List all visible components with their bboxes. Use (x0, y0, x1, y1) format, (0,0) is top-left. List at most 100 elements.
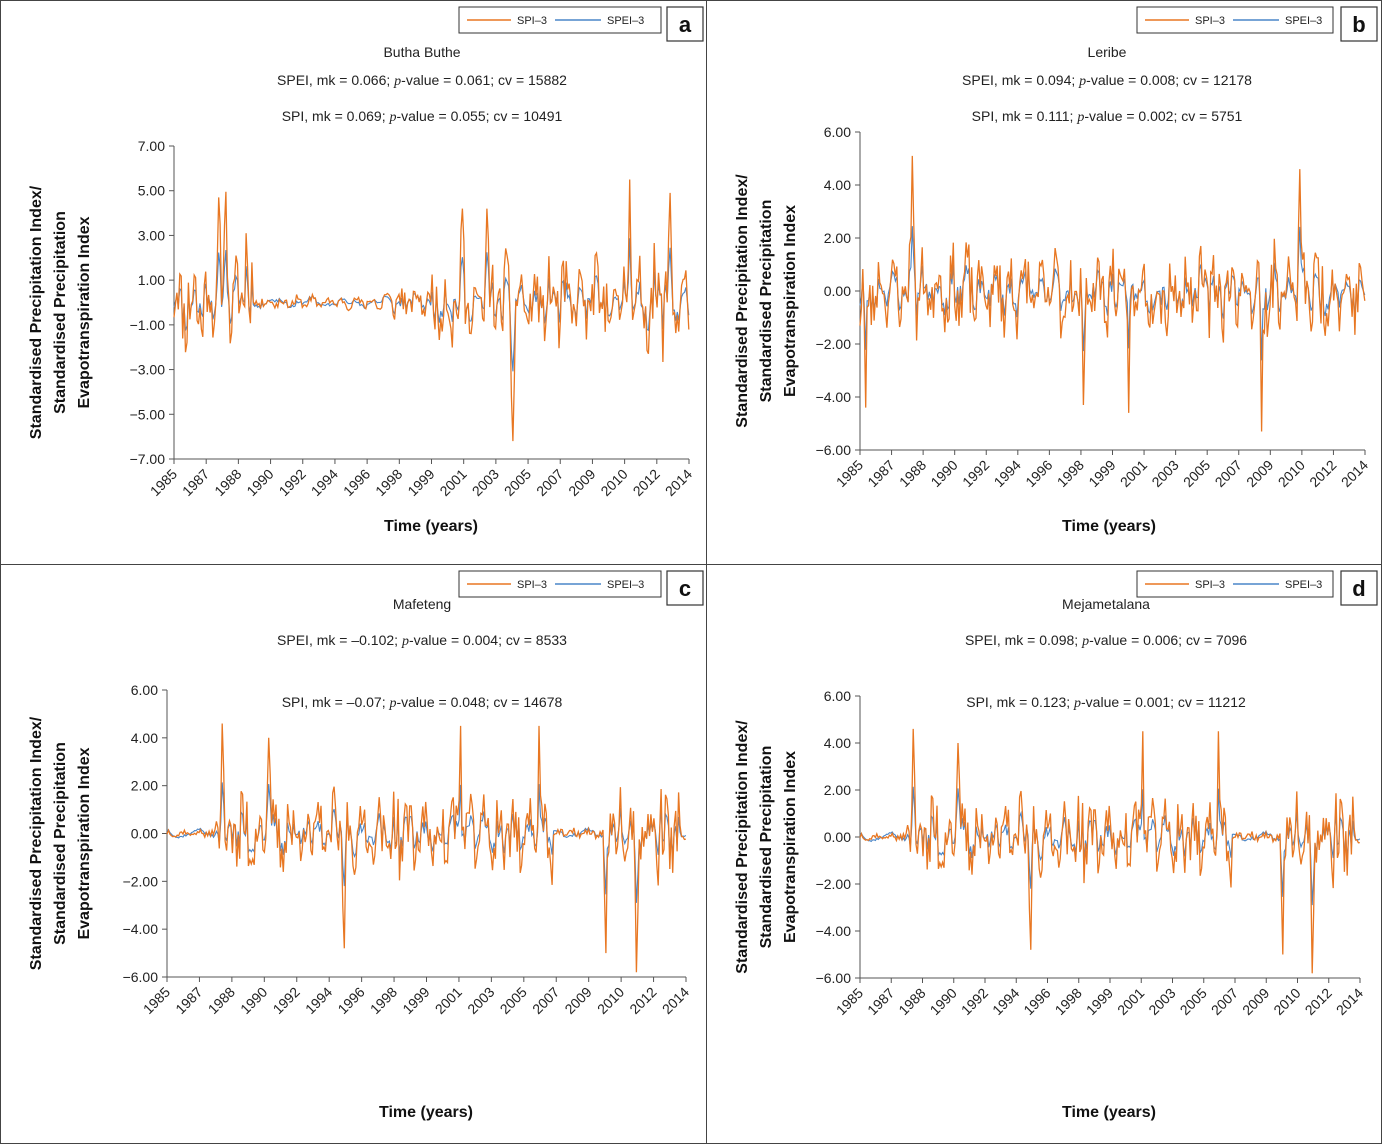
x-tick-label: 1985 (833, 985, 866, 1018)
x-tick-label: 2003 (1145, 985, 1178, 1018)
x-tick-label: 2005 (497, 984, 530, 1017)
legend-label-spi: SPI–3 (517, 15, 547, 27)
stats-line: SPEI, mk = –0.102; p-value = 0.004; cv =… (277, 632, 567, 649)
x-tick-label: 1994 (302, 984, 335, 1017)
chart-title: Butha Buthe (383, 44, 460, 60)
x-tick-label: 2012 (1302, 985, 1335, 1018)
x-tick-label: 1994 (991, 457, 1024, 490)
x-tick-label: 2005 (1180, 457, 1213, 490)
legend-label-spei: SPEI–3 (1285, 15, 1322, 27)
chart-svg: 6.004.002.000.00−2.00−4.00−6.00198519871… (734, 570, 1378, 1121)
x-tick-label: 2010 (594, 984, 627, 1017)
x-tick-label: 1996 (334, 984, 367, 1017)
x-tick-label: 2014 (1338, 457, 1371, 490)
spi-3-line (173, 179, 690, 442)
chart-title: Leribe (1088, 44, 1127, 60)
x-tick-label: 1990 (927, 985, 960, 1018)
stats-line: SPEI, mk = 0.094; p-value = 0.008; cv = … (962, 72, 1252, 89)
chart-svg: 7.00 5.00 3.00 1.00 −1.00 −3.00 −5.00 −7.001985… (28, 6, 704, 535)
panel-letter: c (679, 576, 691, 601)
legend-label-spi: SPI–3 (1195, 15, 1225, 27)
y-axis-label: Standardised Precipitation Index/ (734, 720, 751, 974)
x-tick-label: 2005 (501, 466, 534, 499)
x-tick-label: 1987 (179, 466, 212, 499)
x-tick-label: 2009 (1239, 985, 1272, 1018)
x-tick-label: 2012 (630, 466, 663, 499)
spei-3-line (859, 786, 1361, 906)
panel-letter-box (666, 6, 704, 42)
x-tick-label: 1998 (1052, 985, 1085, 1018)
x-tick-label: 1988 (211, 466, 244, 499)
spi-3-line (859, 728, 1360, 974)
x-tick-label: 1987 (864, 985, 897, 1018)
x-tick-label: 1987 (172, 984, 205, 1017)
y-tick-label: 6.00 (131, 682, 158, 698)
y-axis-label: Standardised Precipitation Index/ (28, 185, 45, 439)
y-tick-label: −1.00 (130, 317, 166, 333)
x-tick-label: 1985 (833, 457, 866, 490)
x-tick-label: 2012 (626, 984, 659, 1017)
y-axis-label: Evapotranspiration Index (76, 747, 93, 939)
y-tick-label: 0.00 (131, 826, 158, 842)
x-tick-label: 2007 (529, 984, 562, 1017)
legend-label-spei: SPEI–3 (1285, 579, 1322, 591)
x-tick-label: 1992 (958, 985, 991, 1018)
x-tick-label: 2007 (1208, 985, 1241, 1018)
x-tick-label: 2005 (1177, 985, 1210, 1018)
y-axis-label: Standardised Precipitation (52, 742, 69, 945)
y-tick-label: −2.00 (816, 876, 852, 892)
y-tick-label: −6.00 (816, 970, 852, 986)
x-tick-label: 1994 (989, 985, 1022, 1018)
panel-letter: a (679, 12, 692, 37)
legend-label-spi: SPI–3 (1195, 579, 1225, 591)
y-axis-label: Standardised Precipitation (758, 200, 775, 403)
x-tick-label: 2009 (561, 984, 594, 1017)
panel-letter-box (1340, 6, 1378, 42)
chart-svg: 6.004.002.000.00−2.00−4.00−6.00198519871… (734, 6, 1378, 535)
y-tick-label: 3.00 (138, 227, 165, 243)
x-tick-label: 1999 (1083, 985, 1116, 1018)
panel-c: 6.00 4.00 2.00 0.00 −2.00 −4.00 −6.00 1985 1987 1… (0, 564, 707, 1144)
y-tick-label: 4.00 (131, 730, 158, 746)
x-tick-label: 1999 (404, 466, 437, 499)
y-axis-label: Standardised Precipitation Index/ (734, 174, 751, 428)
x-tick-label: 2014 (662, 466, 695, 499)
x-tick-label: 1998 (372, 466, 405, 499)
y-tick-label: 4.00 (824, 177, 851, 193)
y-tick-label: −2.00 (123, 873, 159, 889)
y-tick-label: 0.00 (824, 283, 851, 299)
y-tick-label: 7.00 (138, 138, 165, 154)
x-tick-label: 1992 (959, 457, 992, 490)
x-tick-label: 1992 (276, 466, 309, 499)
y-tick-label: −6.00 (816, 442, 852, 458)
y-tick-label: −3.00 (130, 362, 166, 378)
x-tick-label: 1988 (205, 984, 238, 1017)
x-tick-label: 2010 (597, 466, 630, 499)
stats-line: SPI, mk = 0.069; p-value = 0.055; cv = 1… (282, 108, 563, 125)
x-tick-label: 1987 (864, 457, 897, 490)
x-tick-label: 1992 (270, 984, 303, 1017)
x-tick-label: 1999 (399, 984, 432, 1017)
y-tick-label: −5.00 (130, 406, 166, 422)
x-tick-label: 1999 (1085, 457, 1118, 490)
x-tick-label: 2003 (464, 984, 497, 1017)
x-tick-label: 2014 (659, 984, 692, 1017)
legend-label-spei: SPEI–3 (607, 579, 644, 591)
stats-line: SPI, mk = –0.07; p-value = 0.048; cv = 1… (282, 694, 563, 711)
spei-3-line (859, 226, 1366, 361)
stats-line: SPEI, mk = 0.066; p-value = 0.061; cv = … (277, 72, 567, 89)
x-tick-label: 1990 (927, 457, 960, 490)
panel-d: 6.00 4.00 2.00 0.00 −2.00 −4.00 −6.00 1985 1987 1… (706, 564, 1382, 1144)
x-tick-label: 2001 (436, 466, 469, 499)
y-tick-label: −7.00 (130, 451, 166, 467)
x-tick-label: 2012 (1306, 457, 1339, 490)
x-tick-label: 1988 (896, 457, 929, 490)
y-tick-label: −4.00 (816, 923, 852, 939)
y-axis-label: Standardised Precipitation (758, 746, 775, 949)
x-tick-label: 2009 (565, 466, 598, 499)
x-tick-label: 1994 (308, 466, 341, 499)
x-tick-label: 2001 (1114, 985, 1147, 1018)
y-tick-label: 6.00 (824, 124, 851, 140)
x-tick-label: 1990 (237, 984, 270, 1017)
